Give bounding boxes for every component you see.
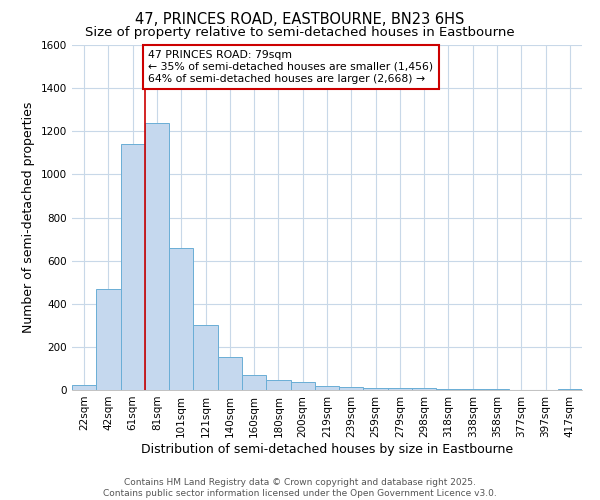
Bar: [290, 382, 315, 390]
Bar: [218, 356, 242, 390]
Bar: [364, 388, 388, 390]
Bar: [145, 122, 169, 390]
Bar: [266, 380, 290, 390]
Bar: [193, 326, 218, 390]
Bar: [388, 388, 412, 390]
Bar: [558, 389, 582, 390]
Bar: [412, 388, 436, 390]
Text: Contains HM Land Registry data © Crown copyright and database right 2025.
Contai: Contains HM Land Registry data © Crown c…: [103, 478, 497, 498]
Y-axis label: Number of semi-detached properties: Number of semi-detached properties: [22, 102, 35, 333]
Bar: [315, 386, 339, 390]
Bar: [461, 389, 485, 390]
Bar: [436, 389, 461, 390]
Text: 47 PRINCES ROAD: 79sqm
← 35% of semi-detached houses are smaller (1,456)
64% of : 47 PRINCES ROAD: 79sqm ← 35% of semi-det…: [149, 50, 434, 84]
X-axis label: Distribution of semi-detached houses by size in Eastbourne: Distribution of semi-detached houses by …: [141, 442, 513, 456]
Text: Size of property relative to semi-detached houses in Eastbourne: Size of property relative to semi-detach…: [85, 26, 515, 39]
Bar: [169, 248, 193, 390]
Bar: [72, 384, 96, 390]
Bar: [242, 376, 266, 390]
Bar: [121, 144, 145, 390]
Text: 47, PRINCES ROAD, EASTBOURNE, BN23 6HS: 47, PRINCES ROAD, EASTBOURNE, BN23 6HS: [136, 12, 464, 28]
Bar: [339, 387, 364, 390]
Bar: [96, 288, 121, 390]
